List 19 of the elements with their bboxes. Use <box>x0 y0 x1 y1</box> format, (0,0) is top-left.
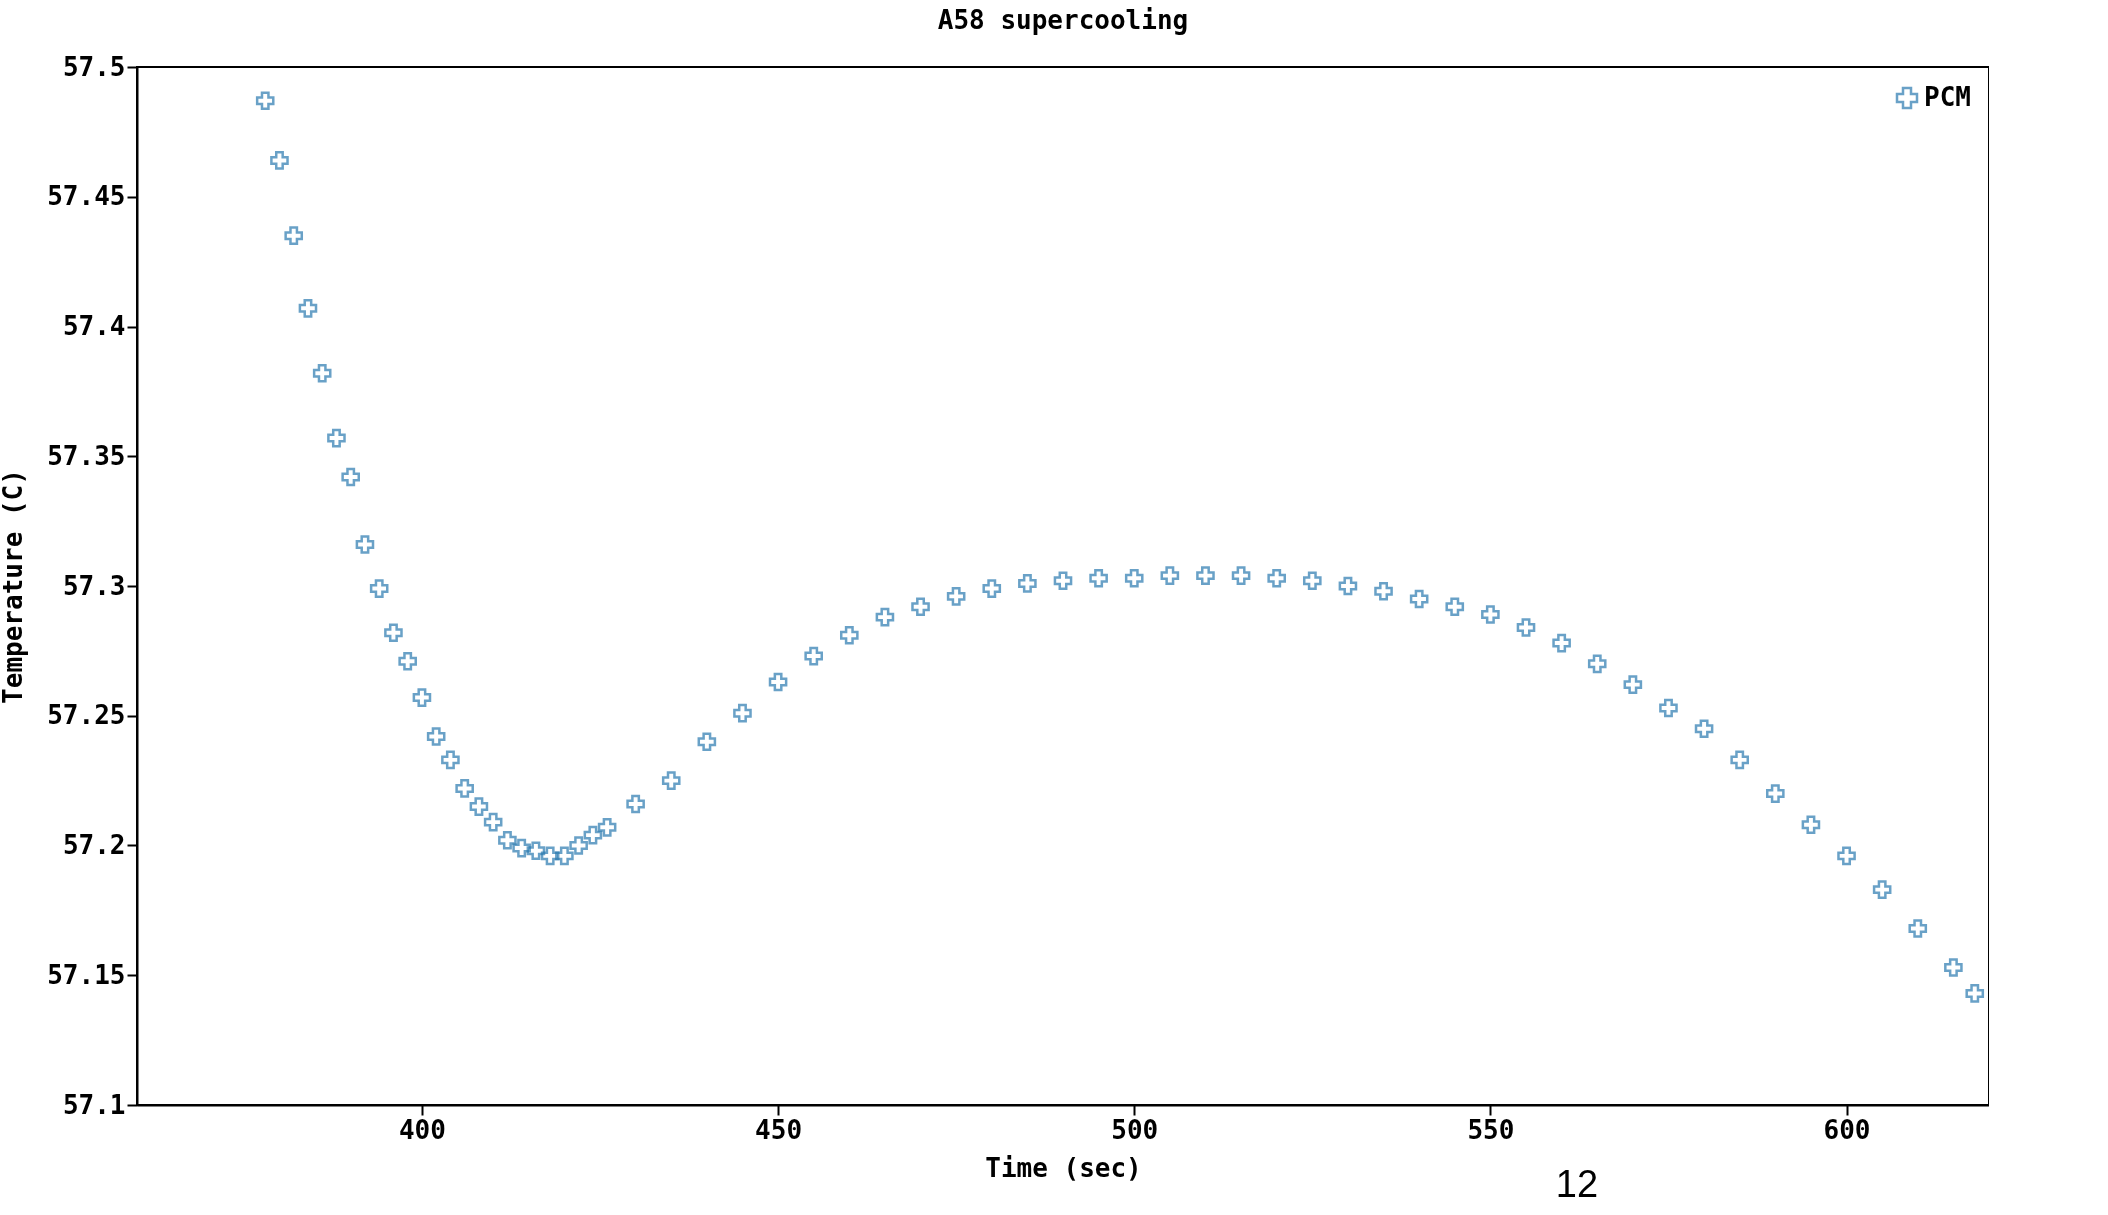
y-tick-label: 57.35 <box>47 440 126 471</box>
y-tick-label: 57.5 <box>62 51 126 82</box>
x-tick-label: 500 <box>1111 1114 1159 1145</box>
x-tick-label: 450 <box>755 1114 803 1145</box>
x-tick-label: 600 <box>1823 1114 1871 1145</box>
legend-label: PCM <box>1924 82 1971 112</box>
y-tick-label: 57.25 <box>47 700 126 731</box>
y-axis-title: Temperature (C) <box>0 469 29 704</box>
chart-title: A58 supercooling <box>937 5 1189 35</box>
x-axis-title: Time (sec) <box>985 1152 1142 1183</box>
y-tick-label: 57.2 <box>62 830 126 860</box>
y-tick-label: 57.1 <box>62 1089 126 1120</box>
y-tick-label: 57.15 <box>47 959 126 990</box>
x-tick-label: 400 <box>398 1114 446 1145</box>
y-tick-label: 57.3 <box>62 570 126 601</box>
x-tick-label: 550 <box>1467 1114 1515 1145</box>
text: 12 <box>1555 1163 1599 1205</box>
y-tick-label: 57.4 <box>62 311 126 341</box>
y-tick-label: 57.45 <box>47 181 126 212</box>
